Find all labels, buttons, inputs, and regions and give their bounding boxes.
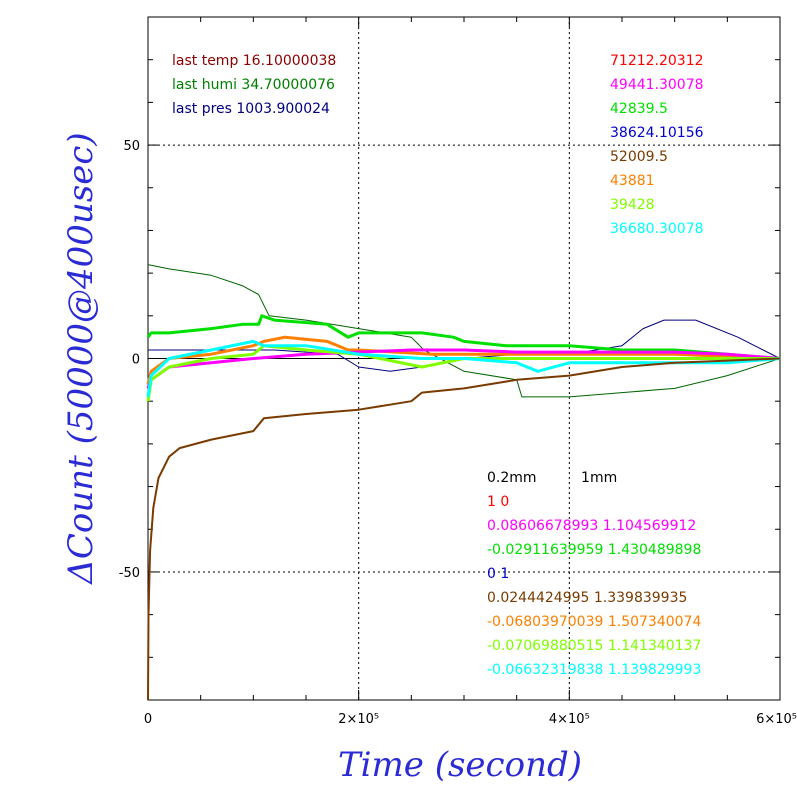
annotation-right-7: 39428 bbox=[610, 197, 655, 213]
annotation-right-6: 43881 bbox=[610, 173, 655, 189]
series-line-4 bbox=[146, 335, 781, 385]
annotation-bottom-4: -0.02911639959 1.430489898 bbox=[487, 542, 701, 558]
annotation-bottom-6: 0.0244424995 1.339839935 bbox=[487, 590, 687, 606]
annotations: last temp 16.10000038 last humi 34.700000… bbox=[172, 53, 704, 678]
annotation-bottom-7: -0.06803970039 1.507340074 bbox=[487, 614, 701, 630]
annotation-right-8: 36680.30078 bbox=[610, 221, 704, 237]
y-tick-label: -50 bbox=[119, 566, 140, 581]
series-line-8 bbox=[147, 357, 781, 701]
annotation-right-5: 52009.5 bbox=[610, 149, 668, 165]
annotation-bottom-3: 0.08606678993 1.104569912 bbox=[487, 518, 696, 534]
annotation-left-1: last temp 16.10000038 bbox=[172, 53, 336, 69]
axis-ticks: 50 0 -50 0 2×10⁵ 4×10⁵ 6×10⁵ bbox=[119, 17, 797, 727]
annotation-right-3: 42839.5 bbox=[610, 101, 668, 117]
annotation-right-1: 71212.20312 bbox=[610, 53, 704, 69]
y-tick-label: 0 bbox=[132, 353, 140, 368]
series-line-2 bbox=[148, 319, 781, 372]
series-line-7 bbox=[146, 339, 781, 398]
annotation-bottom-1: 0.2mm 1mm bbox=[487, 470, 617, 486]
x-tick-label: 6×10⁵ bbox=[756, 712, 797, 727]
annotation-right-2: 49441.30078 bbox=[610, 77, 704, 93]
annotation-bottom-5: 0 1 bbox=[487, 566, 509, 582]
annotation-bottom-9: -0.06632319838 1.139829993 bbox=[487, 662, 701, 678]
annotation-left-2: last humi 34.70000076 bbox=[172, 77, 335, 93]
series-line-6 bbox=[146, 344, 780, 402]
annotation-bottom-8: -0.07069880515 1.141340137 bbox=[487, 638, 701, 654]
series-line-1 bbox=[147, 264, 781, 398]
annotation-left-3: last pres 1003.900024 bbox=[172, 101, 330, 117]
annotation-bottom-2: 1 0 bbox=[487, 494, 509, 510]
x-axis-title: Time (second) bbox=[338, 745, 582, 785]
series-group bbox=[146, 264, 781, 701]
y-tick-label: 50 bbox=[123, 139, 140, 154]
x-tick-label: 4×10⁵ bbox=[549, 712, 590, 727]
y-axis-title: ΔCount (50000@400usec) bbox=[61, 132, 101, 585]
annotation-right-4: 38624.10156 bbox=[610, 125, 704, 141]
x-tick-label: 0 bbox=[144, 712, 152, 727]
series-line-3 bbox=[146, 314, 781, 360]
x-tick-label: 2×10⁵ bbox=[338, 712, 379, 727]
